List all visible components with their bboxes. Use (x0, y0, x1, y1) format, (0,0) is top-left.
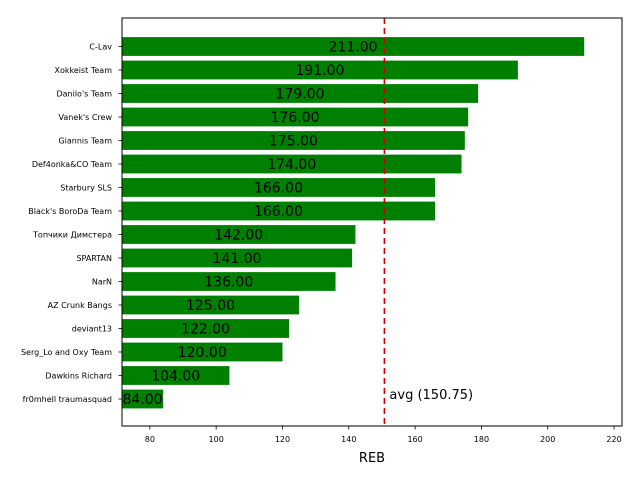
bar-value-label: 142.00 (214, 228, 263, 244)
bars-group (122, 37, 585, 409)
bar-value-label: 191.00 (295, 63, 344, 79)
bar-value-label: 179.00 (276, 87, 325, 103)
bar (122, 60, 518, 80)
bar (122, 107, 469, 127)
bar-value-label: 176.00 (271, 110, 320, 126)
x-tick-label: 220 (606, 435, 621, 444)
bar (122, 37, 585, 56)
bar (122, 225, 356, 244)
bar-value-label: 141.00 (213, 251, 262, 267)
category-label: AZ Crunk Bangs (48, 301, 112, 310)
bar (122, 295, 300, 315)
category-label: Xokkeist Team (55, 66, 113, 75)
bar-value-label: 125.00 (186, 298, 235, 314)
category-label: Def4onka&CO Team (32, 160, 112, 169)
bar (122, 201, 435, 221)
bar-value-label: 174.00 (267, 157, 316, 173)
category-label: C-Lav (89, 43, 112, 52)
bar (122, 272, 336, 291)
bar-value-label: 104.00 (151, 369, 200, 385)
bar-value-label: 175.00 (269, 134, 318, 150)
category-label: Dawkins Richard (45, 372, 112, 381)
bar (122, 319, 290, 338)
x-axis: 80 100 120 140 160 180 200 220 (145, 426, 622, 444)
category-label: Black's BoroDa Team (28, 207, 112, 216)
category-label: Danilo's Team (56, 90, 112, 99)
bar-value-label: 122.00 (181, 322, 230, 338)
bar (122, 178, 435, 197)
x-tick-label: 100 (209, 435, 224, 444)
bar (122, 366, 230, 385)
bar-value-label: 166.00 (254, 181, 303, 197)
bar (122, 389, 164, 409)
x-axis-title: REB (359, 451, 385, 466)
bar-value-label: 136.00 (204, 275, 253, 291)
bar (122, 342, 283, 362)
y-axis: C-Lav Xokkeist Team Danilo's Team Vanek's C… (21, 43, 122, 404)
category-label: Giannis Team (58, 137, 112, 146)
bar-value-label: 211.00 (329, 40, 378, 56)
x-tick-label: 200 (540, 435, 555, 444)
category-label: Starbury SLS (60, 184, 112, 193)
bar-value-label: 120.00 (178, 345, 227, 361)
bar-value-labels: 211.00 191.00 179.00 176.00 175.00 174.00 166.… (123, 40, 378, 409)
x-tick-label: 180 (474, 435, 489, 444)
x-tick-label: 160 (407, 435, 422, 444)
bar (122, 131, 465, 150)
bar (122, 154, 462, 174)
x-tick-label: 120 (275, 435, 290, 444)
bar-value-label: 84.00 (123, 392, 163, 408)
category-label: NarN (92, 278, 112, 287)
category-label: Топчики Димстера (32, 231, 112, 240)
bar (122, 248, 353, 268)
average-label: avg (150.75) (389, 388, 473, 403)
category-label: Serg_Lo and Oxy Team (21, 348, 112, 357)
plot-frame (121, 17, 623, 427)
x-tick-label: 140 (341, 435, 356, 444)
category-label: Vanek's Crew (59, 113, 113, 122)
category-label: deviant13 (72, 325, 112, 334)
category-label: fr0mhell traumasquad (23, 395, 112, 404)
category-label: SPARTAN (76, 254, 112, 263)
x-tick-label: 80 (145, 435, 155, 444)
bar (122, 84, 479, 103)
bar-value-label: 166.00 (254, 204, 303, 220)
